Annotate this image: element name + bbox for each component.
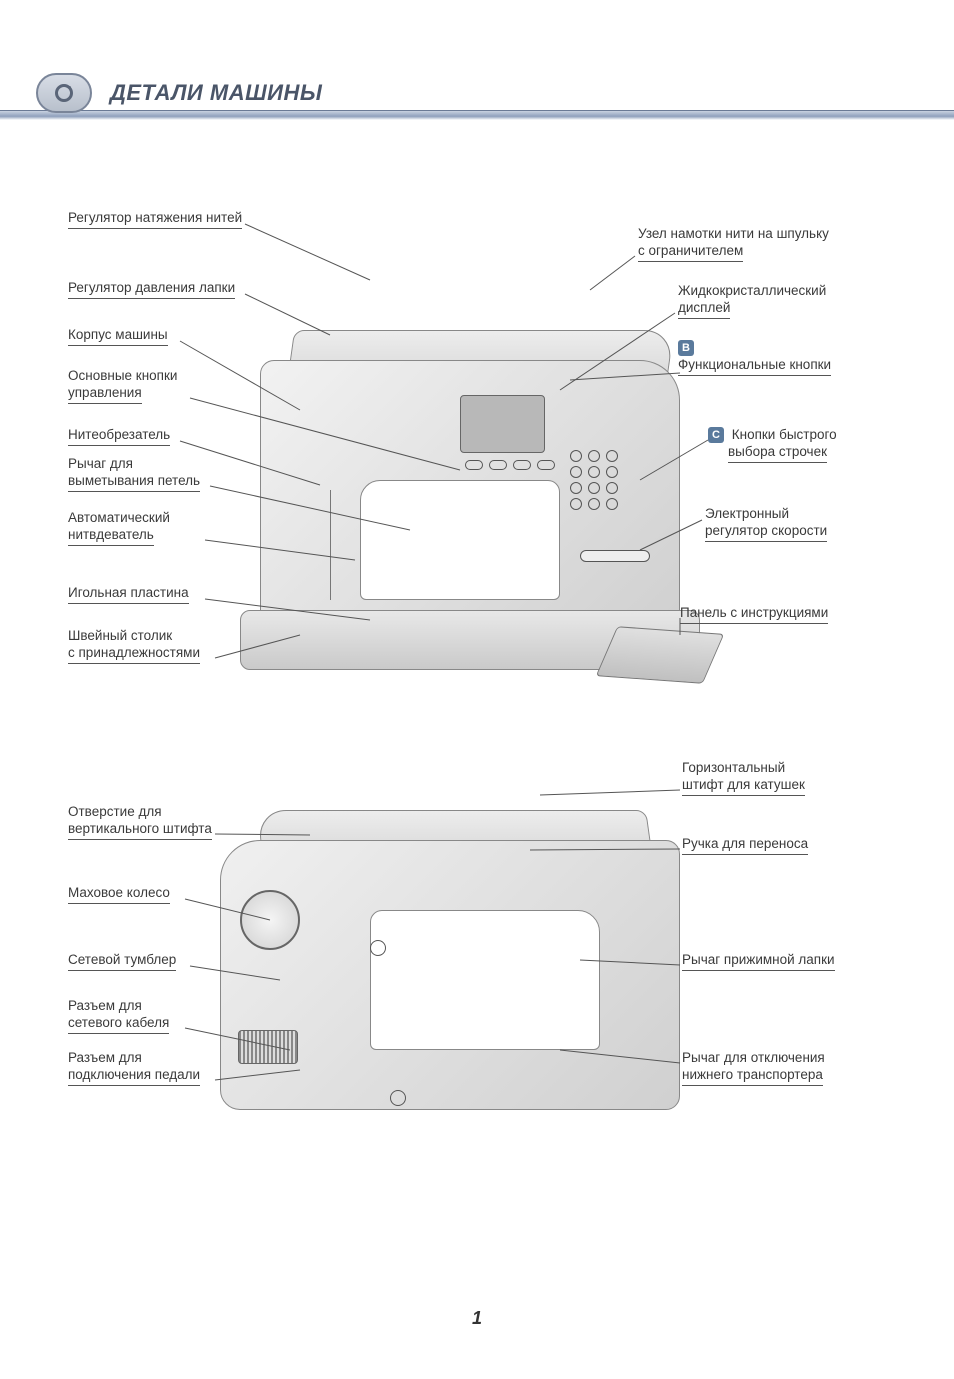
label-speed-control: Электронный регулятор скорости: [705, 506, 827, 542]
label-needle-plate: Игольная пластина: [68, 585, 189, 604]
label-instruction-panel: Панель с инструкциями: [680, 605, 828, 624]
lcd-screen-illustration: [460, 395, 545, 453]
sewing-machine-front-illustration: [260, 260, 680, 660]
vent-illustration: [238, 1030, 298, 1064]
label-func-buttons: B Функциональные кнопки: [678, 340, 831, 376]
label-presser-foot-pressure: Регулятор давления лапки: [68, 280, 235, 299]
screw-hole-illustration: [390, 1090, 406, 1106]
needle-area-illustration: [330, 490, 380, 600]
handwheel-illustration: [240, 890, 300, 950]
label-horizontal-spool-pin: Горизонтальный штифт для катушек: [682, 760, 805, 796]
label-pedal-socket: Разъем для подключения педали: [68, 1050, 200, 1086]
page-header: ДЕТАЛИ МАШИНЫ: [0, 72, 954, 114]
label-thread-tension: Регулятор натяжения нитей: [68, 210, 242, 229]
badge-c-icon: C: [708, 427, 724, 443]
label-handwheel: Маховое колесо: [68, 885, 170, 904]
header-icon: [36, 73, 92, 113]
instruction-panel-illustration: [596, 626, 725, 684]
badge-b-icon: B: [678, 340, 694, 356]
page-number: 1: [0, 1308, 954, 1329]
label-buttonhole-lever: Рычаг для выметывания петель: [68, 456, 200, 492]
page-title: ДЕТАЛИ МАШИНЫ: [110, 80, 322, 106]
label-quick-stitch: C Кнопки быстрого выбора строчек: [708, 427, 837, 463]
label-power-socket: Разъем для сетевого кабеля: [68, 998, 169, 1034]
diagram-front-view: Регулятор натяжения нитей Регулятор давл…: [0, 180, 954, 700]
label-presser-foot-lever: Рычаг прижимной лапки: [682, 952, 835, 971]
label-power-switch: Сетевой тумблер: [68, 952, 176, 971]
label-sewing-table: Швейный столик с принадлежностями: [68, 628, 200, 664]
speed-slider-illustration: [580, 550, 650, 562]
sewing-machine-back-illustration: [220, 780, 680, 1120]
label-lcd: Жидкокристаллический дисплей: [678, 283, 826, 319]
header-rule: [0, 110, 954, 120]
label-vertical-spool-hole: Отверстие для вертикального штифта: [68, 804, 212, 840]
diagram-back-view: Отверстие для вертикального штифта Махов…: [0, 760, 954, 1160]
main-control-buttons-illustration: [465, 460, 555, 470]
label-auto-needle-threader: Автоматический нитвдеватель: [68, 510, 170, 546]
stitch-buttons-illustration: [570, 450, 640, 514]
screw-hole-illustration: [370, 940, 386, 956]
label-thread-cutter: Нитеобрезатель: [68, 427, 170, 446]
label-carry-handle: Ручка для переноса: [682, 836, 808, 855]
label-feed-dog-lever: Рычаг для отключения нижнего транспортер…: [682, 1050, 825, 1086]
label-bobbin-winder: Узел намотки нити на шпульку с ограничит…: [638, 226, 829, 262]
label-machine-body: Корпус машины: [68, 327, 168, 346]
label-main-controls: Основные кнопки управления: [68, 368, 177, 404]
